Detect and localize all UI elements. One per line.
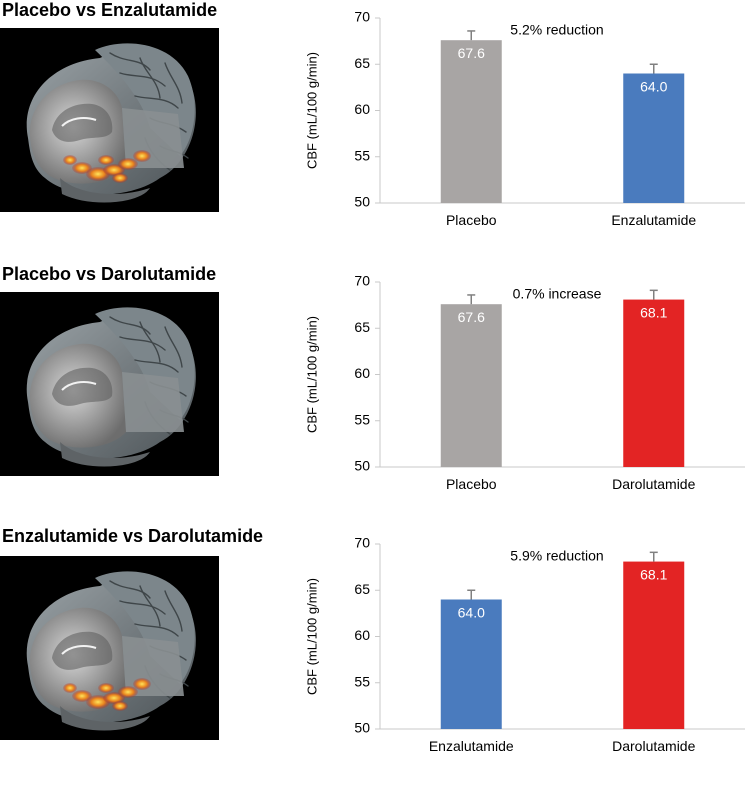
bar-darolutamide bbox=[623, 299, 685, 467]
y-tick-label: 65 bbox=[354, 581, 370, 597]
bar-chart: CBF (mL/100 g/min) 50 55 60 65 70 64.0 Enzaluta… bbox=[304, 535, 745, 754]
bar-placebo bbox=[440, 40, 502, 204]
x-tick-label-darolutamide: Darolutamide bbox=[612, 738, 695, 754]
corpus-callosum bbox=[61, 381, 97, 391]
y-tick-label: 50 bbox=[354, 194, 370, 210]
y-tick-label: 60 bbox=[354, 365, 370, 381]
bar-darolutamide bbox=[623, 561, 685, 729]
value-label-darolutamide: 68.1 bbox=[640, 567, 667, 583]
annotation: 0.7% increase bbox=[513, 286, 602, 302]
ventricle bbox=[52, 367, 113, 406]
x-tick-label-placebo: Placebo bbox=[446, 212, 497, 228]
value-label-enzalutamide: 64.0 bbox=[458, 605, 485, 621]
cerebellum bbox=[60, 442, 150, 467]
corpus-callosum bbox=[61, 645, 97, 655]
y-axis-label: CBF (mL/100 g/min) bbox=[304, 52, 319, 169]
value-label-placebo: 67.6 bbox=[458, 45, 485, 61]
y-tick-label: 60 bbox=[354, 101, 370, 117]
activation-cluster bbox=[63, 150, 151, 183]
brain-slice-axial bbox=[122, 372, 184, 432]
brain-image bbox=[0, 292, 219, 476]
y-tick-label: 65 bbox=[354, 55, 370, 71]
y-axis-label: CBF (mL/100 g/min) bbox=[304, 316, 319, 433]
brain-illustration bbox=[26, 43, 196, 203]
annotation: 5.9% reduction bbox=[510, 548, 603, 564]
y-tick-label: 70 bbox=[354, 273, 370, 289]
y-axis-label: CBF (mL/100 g/min) bbox=[304, 578, 319, 695]
y-tick-label: 70 bbox=[354, 535, 370, 551]
brain-illustration bbox=[26, 307, 196, 467]
y-tick-label: 60 bbox=[354, 627, 370, 643]
x-tick-label-enzalutamide: Enzalutamide bbox=[611, 212, 696, 228]
panel-placebo-vs-darolutamide: Placebo vs Darolutamide CBF (mL/100 g/mi… bbox=[0, 264, 751, 526]
bar-chart: CBF (mL/100 g/min) 50 55 60 65 70 67.6 Placebo 6… bbox=[304, 9, 745, 228]
y-tick-label: 50 bbox=[354, 720, 370, 736]
panel-title: Placebo vs Darolutamide bbox=[2, 264, 217, 284]
ventricle bbox=[52, 631, 113, 670]
activation-cluster bbox=[63, 678, 151, 711]
y-tick-label: 55 bbox=[354, 411, 370, 427]
panel-enzalutamide-vs-darolutamide: Enzalutamide vs Darolutamide CBF (mL/100… bbox=[0, 526, 751, 788]
value-label-placebo: 67.6 bbox=[458, 309, 485, 325]
y-tick-label: 70 bbox=[354, 9, 370, 25]
panel-placebo-vs-enzalutamide: Placebo vs Enzalutamide CBF (mL/100 g/mi… bbox=[0, 0, 751, 262]
x-tick-label-enzalutamide: Enzalutamide bbox=[429, 738, 514, 754]
brain-illustration bbox=[26, 571, 196, 731]
bar-enzalutamide bbox=[623, 73, 685, 203]
y-tick-label: 55 bbox=[354, 673, 370, 689]
y-tick-label: 55 bbox=[354, 147, 370, 163]
bar-chart: CBF (mL/100 g/min) 50 55 60 65 70 67.6 Placebo 6… bbox=[304, 273, 745, 492]
brain-image bbox=[0, 556, 219, 740]
x-tick-label-darolutamide: Darolutamide bbox=[612, 476, 695, 492]
panel-title: Placebo vs Enzalutamide bbox=[2, 0, 218, 20]
corpus-callosum bbox=[61, 117, 97, 127]
cerebellum bbox=[60, 706, 150, 731]
panel-title: Enzalutamide vs Darolutamide bbox=[2, 526, 264, 546]
cerebellum bbox=[60, 178, 150, 203]
value-label-enzalutamide: 64.0 bbox=[640, 79, 667, 95]
ventricle bbox=[52, 103, 113, 142]
y-tick-label: 50 bbox=[354, 458, 370, 474]
bar-enzalutamide bbox=[440, 599, 502, 729]
brain-image bbox=[0, 28, 219, 212]
x-tick-label-placebo: Placebo bbox=[446, 476, 497, 492]
annotation: 5.2% reduction bbox=[510, 22, 603, 38]
value-label-darolutamide: 68.1 bbox=[640, 305, 667, 321]
bar-placebo bbox=[440, 304, 502, 467]
y-tick-label: 65 bbox=[354, 319, 370, 335]
